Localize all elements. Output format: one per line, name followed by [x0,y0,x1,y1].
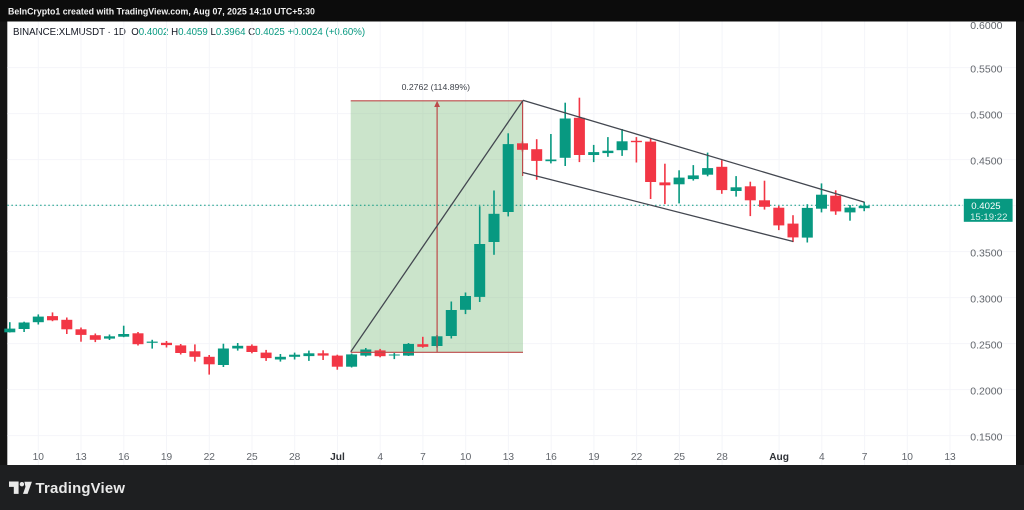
svg-text:28: 28 [289,452,301,463]
svg-text:4: 4 [377,452,383,463]
svg-text:4: 4 [819,452,825,463]
svg-text:10: 10 [33,452,45,463]
svg-text:22: 22 [204,452,216,463]
svg-text:0.5500: 0.5500 [970,64,1002,76]
svg-text:0.2762 (114.89%): 0.2762 (114.89%) [402,82,471,92]
svg-text:0.4500: 0.4500 [970,156,1002,168]
svg-text:0.2000: 0.2000 [970,386,1002,398]
svg-text:10: 10 [902,452,914,463]
svg-text:15:19:22: 15:19:22 [970,212,1007,223]
svg-text:7: 7 [862,452,868,463]
svg-text:19: 19 [161,452,173,463]
svg-text:13: 13 [944,452,956,463]
svg-text:0.3500: 0.3500 [970,248,1002,260]
svg-text:0.3000: 0.3000 [970,294,1002,306]
svg-text:13: 13 [503,452,515,463]
svg-text:22: 22 [631,452,643,463]
svg-text:Jul: Jul [330,452,345,463]
svg-text:0.6000: 0.6000 [970,20,1002,32]
svg-text:10: 10 [460,452,472,463]
svg-text:7: 7 [420,452,426,463]
svg-text:BeInCrypto1 created with Tradi: BeInCrypto1 created with TradingView.com… [8,6,315,16]
svg-text:0.5000: 0.5000 [970,110,1002,122]
svg-text:BINANCE:XLMUSDT · 1D O0.4002: BINANCE:XLMUSDT · 1D O0.4002 H0.4059 L0.… [13,27,365,38]
svg-text:0.2500: 0.2500 [970,340,1002,352]
svg-text:0.1500: 0.1500 [970,432,1002,444]
svg-text:28: 28 [716,452,728,463]
svg-text:13: 13 [75,452,87,463]
svg-text:25: 25 [246,452,258,463]
svg-text:19: 19 [588,452,600,463]
svg-text:16: 16 [546,452,558,463]
svg-text:TradingView: TradingView [36,481,126,497]
svg-text:0.4025: 0.4025 [971,201,1000,212]
svg-text:25: 25 [674,452,686,463]
svg-text:16: 16 [118,452,130,463]
svg-text:Aug: Aug [769,452,789,463]
